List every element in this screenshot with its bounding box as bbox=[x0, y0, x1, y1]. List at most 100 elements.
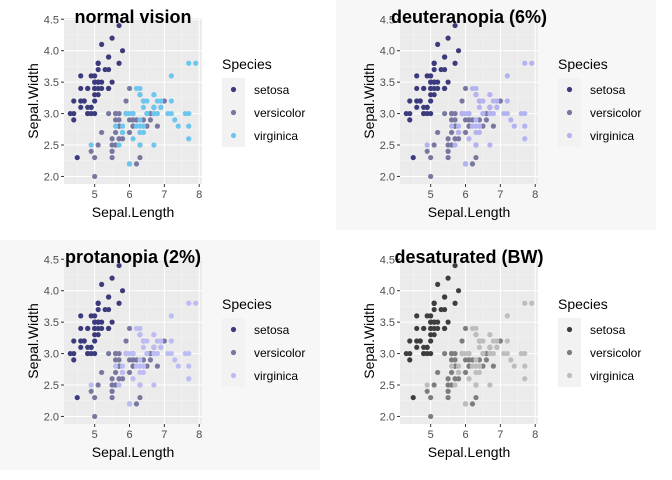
data-point-setosa bbox=[106, 85, 112, 92]
x-axis-title: Sepal.Length bbox=[428, 444, 511, 460]
data-point-versicolor bbox=[445, 376, 451, 382]
data-point-setosa bbox=[106, 54, 112, 60]
data-point-versicolor bbox=[109, 382, 115, 388]
data-point-versicolor bbox=[109, 136, 115, 142]
data-point-setosa bbox=[455, 48, 462, 54]
data-point-setosa bbox=[410, 154, 416, 161]
data-point-virginica bbox=[522, 363, 528, 369]
x-tick-label: 8 bbox=[196, 429, 202, 441]
data-point-setosa bbox=[407, 110, 413, 117]
data-point-virginica bbox=[168, 350, 174, 357]
data-point-setosa bbox=[99, 319, 105, 325]
y-tick-label: 4.5 bbox=[380, 254, 395, 266]
data-point-virginica bbox=[522, 60, 528, 66]
data-point-virginica bbox=[448, 123, 455, 129]
data-point-setosa bbox=[88, 73, 94, 79]
data-point-virginica bbox=[116, 382, 122, 388]
data-point-setosa bbox=[116, 262, 122, 269]
x-tick-label: 5 bbox=[428, 189, 434, 201]
data-point-setosa bbox=[414, 338, 420, 344]
data-point-setosa bbox=[85, 350, 91, 357]
legend-marker-setosa bbox=[230, 326, 237, 333]
data-point-setosa bbox=[414, 344, 420, 350]
data-point-versicolor bbox=[445, 394, 451, 401]
plot-background bbox=[64, 18, 202, 184]
data-point-virginica bbox=[473, 332, 479, 338]
data-point-setosa bbox=[71, 110, 77, 117]
data-point-virginica bbox=[473, 382, 479, 388]
data-point-virginica bbox=[193, 60, 199, 66]
data-point-virginica bbox=[455, 123, 462, 129]
data-point-virginica bbox=[476, 98, 483, 104]
data-point-setosa bbox=[74, 154, 80, 161]
data-point-versicolor bbox=[154, 123, 160, 129]
legend-label: virginica bbox=[590, 369, 634, 383]
y-axis-title: Sepal.Width bbox=[25, 63, 41, 138]
data-point-setosa bbox=[431, 85, 437, 92]
legend-label: setosa bbox=[590, 83, 626, 97]
data-point-versicolor bbox=[462, 357, 469, 363]
data-point-setosa bbox=[106, 294, 112, 300]
data-point-versicolor bbox=[112, 129, 119, 136]
data-point-virginica bbox=[119, 369, 126, 376]
data-point-virginica bbox=[476, 344, 483, 350]
data-point-versicolor bbox=[133, 161, 140, 167]
y-tick-label: 4.5 bbox=[44, 14, 59, 26]
y-tick-label: 4.0 bbox=[380, 46, 395, 58]
data-point-virginica bbox=[140, 98, 147, 104]
x-axis-title: Sepal.Length bbox=[428, 204, 511, 220]
data-point-versicolor bbox=[116, 117, 122, 123]
legend-label: virginica bbox=[590, 129, 634, 143]
data-point-versicolor bbox=[109, 376, 115, 382]
data-point-setosa bbox=[414, 325, 420, 332]
data-point-versicolor bbox=[469, 161, 476, 167]
data-point-virginica bbox=[186, 60, 192, 66]
data-point-setosa bbox=[109, 35, 115, 41]
data-point-virginica bbox=[151, 382, 157, 388]
data-point-virginica bbox=[151, 142, 157, 148]
data-point-virginica bbox=[522, 376, 528, 382]
data-point-versicolor bbox=[109, 154, 115, 161]
data-point-virginica bbox=[137, 142, 143, 148]
chart-panel: 5 6 7 8 2.0 2.5 3.0 3.5 4.0 4.5 Sepal.Length Sepal.… bbox=[336, 240, 656, 470]
data-point-versicolor bbox=[483, 117, 490, 123]
data-point-virginica bbox=[126, 161, 133, 167]
data-point-versicolor bbox=[448, 129, 455, 136]
panel-title: desaturated (BW) bbox=[394, 247, 543, 267]
x-tick-label: 6 bbox=[462, 429, 468, 441]
chart-panel: 5 6 7 8 2.0 2.5 3.0 3.5 4.0 4.5 Sepal.Length Sepal.… bbox=[0, 240, 320, 470]
data-point-virginica bbox=[137, 117, 143, 123]
data-point-virginica bbox=[504, 98, 510, 104]
data-point-setosa bbox=[78, 338, 84, 344]
data-point-versicolor bbox=[109, 394, 115, 401]
data-point-versicolor bbox=[431, 382, 437, 388]
data-point-setosa bbox=[102, 66, 108, 73]
data-point-versicolor bbox=[462, 85, 469, 92]
data-point-virginica bbox=[137, 92, 143, 98]
data-point-virginica bbox=[511, 123, 517, 129]
data-point-versicolor bbox=[123, 98, 129, 104]
data-point-versicolor bbox=[92, 413, 98, 420]
x-tick-label: 6 bbox=[126, 429, 132, 441]
data-point-virginica bbox=[119, 363, 126, 369]
data-point-setosa bbox=[109, 275, 115, 281]
data-point-virginica bbox=[473, 357, 479, 363]
data-point-setosa bbox=[414, 73, 420, 79]
data-point-setosa bbox=[71, 98, 77, 104]
y-tick-label: 3.5 bbox=[380, 317, 395, 329]
data-point-virginica bbox=[455, 129, 462, 136]
data-point-virginica bbox=[186, 363, 192, 369]
data-point-virginica bbox=[126, 401, 133, 407]
data-point-setosa bbox=[445, 79, 451, 85]
data-point-setosa bbox=[421, 325, 427, 332]
data-point-setosa bbox=[119, 288, 126, 294]
data-point-versicolor bbox=[137, 394, 143, 401]
x-tick-label: 7 bbox=[161, 189, 167, 201]
data-point-virginica bbox=[151, 344, 157, 350]
legend-label: virginica bbox=[254, 129, 298, 143]
data-point-virginica bbox=[133, 325, 140, 332]
data-point-setosa bbox=[74, 394, 80, 401]
data-point-versicolor bbox=[99, 129, 105, 136]
data-point-virginica bbox=[144, 110, 150, 117]
data-point-setosa bbox=[442, 294, 448, 300]
